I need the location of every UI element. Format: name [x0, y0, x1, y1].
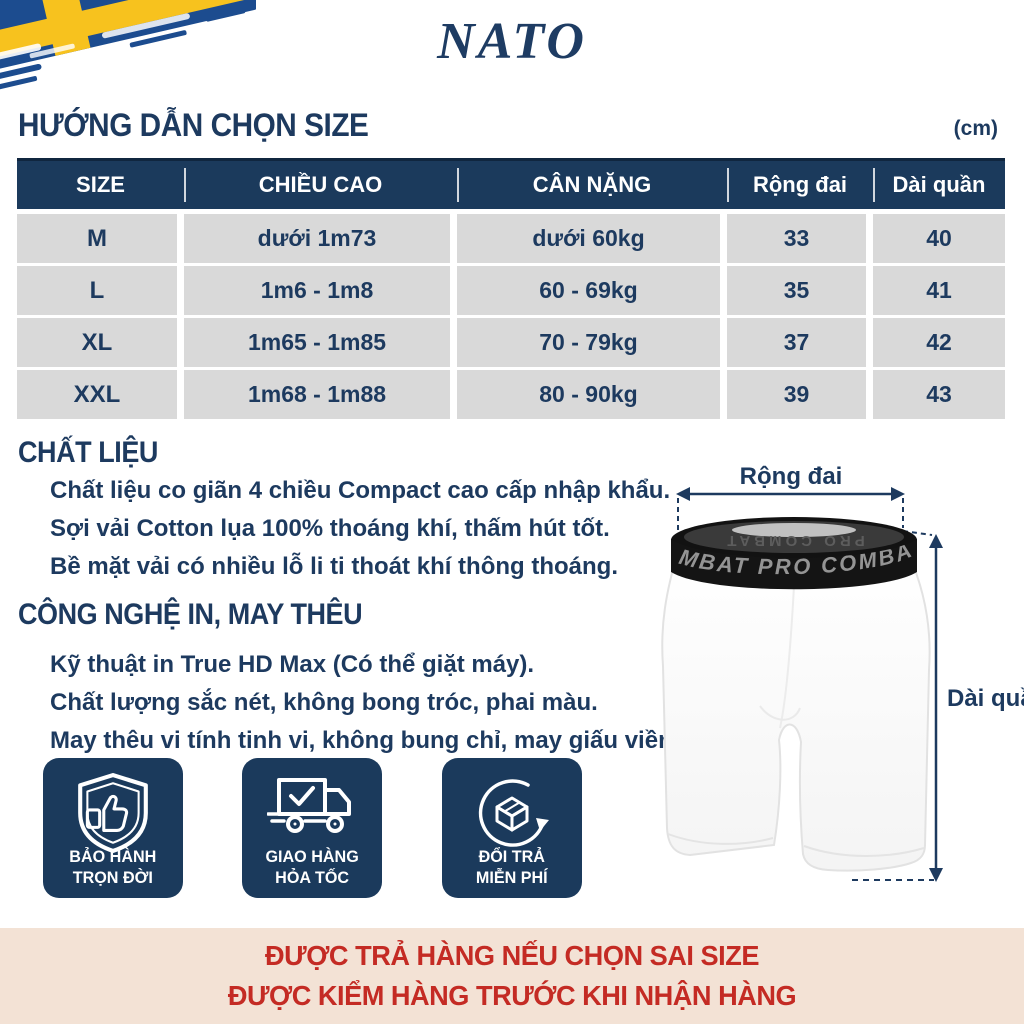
- column-header-length: Dài quần: [873, 158, 1005, 214]
- badge-label: ĐỔI TRẢ MIỄN PHÍ: [476, 846, 548, 888]
- waistband: PRO COMBAT MBAT PRO COMBA: [671, 517, 917, 590]
- waist-width-label: Rộng đai: [740, 463, 843, 490]
- size-table: SIZE CHIỀU CAO CÂN NẶNG Rộng đai Dài quầ…: [17, 158, 1005, 419]
- material-section-title: CHẤT LIỆU: [18, 436, 158, 469]
- badge-label-line: BẢO HÀNH: [69, 847, 157, 866]
- badge-label-line: GIAO HÀNG: [265, 847, 359, 866]
- technology-line: Chất lượng sắc nét, không bong tróc, pha…: [50, 689, 598, 716]
- material-line: Chất liệu co giãn 4 chiều Compact cao cấ…: [50, 477, 671, 504]
- table-header-row: SIZE CHIỀU CAO CÂN NẶNG Rộng đai Dài quầ…: [17, 158, 1005, 214]
- badge-label-line: TRỌN ĐỜI: [72, 868, 154, 887]
- badge-label-line: MIỄN PHÍ: [476, 868, 548, 887]
- table-cell: 80 - 90kg: [457, 370, 727, 419]
- technology-section-text: Kỹ thuật in True HD Max (Có thể giặt máy…: [50, 646, 679, 760]
- badge-delivery: GIAO HÀNG HỎA TỐC: [242, 758, 382, 898]
- table-cell: 41: [873, 266, 1005, 318]
- footer-line: ĐƯỢC TRẢ HÀNG NẾU CHỌN SAI SIZE: [265, 940, 759, 971]
- table-cell: 39: [727, 370, 873, 419]
- badge-label: GIAO HÀNG HỎA TỐC: [265, 846, 358, 888]
- product-diagram: Rộng đai PRO COMBAT MBAT PRO COMBA: [661, 463, 1024, 882]
- column-header-waist: Rộng đai: [727, 158, 873, 214]
- table-cell: 1m65 - 1m85: [184, 318, 457, 370]
- shield-warranty-icon: [43, 772, 183, 854]
- table-cell: 33: [727, 214, 873, 266]
- sweden-flag-icon: [0, 0, 256, 90]
- table-cell: M: [17, 214, 184, 266]
- table-cell: 60 - 69kg: [457, 266, 727, 318]
- badge-label: BẢO HÀNH TRỌN ĐỜI: [69, 846, 156, 888]
- table-cell: 1m68 - 1m88: [184, 370, 457, 419]
- shorts-body: [661, 550, 931, 872]
- badge-label-line: ĐỔI TRẢ: [478, 847, 546, 866]
- material-section-text: Chất liệu co giãn 4 chiều Compact cao cấ…: [50, 472, 670, 586]
- footer-banner: ĐƯỢC TRẢ HÀNG NẾU CHỌN SAI SIZE ĐƯỢC KIỂ…: [0, 928, 1024, 1024]
- table-cell: 1m6 - 1m8: [184, 266, 457, 318]
- table-row: L 1m6 - 1m8 60 - 69kg 35 41: [17, 266, 1005, 318]
- table-cell: dưới 60kg: [457, 214, 727, 266]
- unit-label: (cm): [953, 117, 998, 140]
- table-cell: L: [17, 266, 184, 318]
- page-title: HƯỚNG DẪN CHỌN SIZE: [18, 107, 369, 143]
- column-header-height: CHIỀU CAO: [184, 158, 457, 214]
- material-line: Sợi vải Cotton lụa 100% thoáng khí, thấm…: [50, 515, 610, 542]
- badge-label-line: HỎA TỐC: [275, 868, 349, 887]
- footer-line: ĐƯỢC KIỂM HÀNG TRƯỚC KHI NHẬN HÀNG: [227, 980, 797, 1011]
- technology-section-title: CÔNG NGHỆ IN, MAY THÊU: [18, 598, 363, 631]
- column-header-size: SIZE: [17, 158, 184, 214]
- table-row: M dưới 1m73 dưới 60kg 33 40: [17, 214, 1005, 266]
- column-header-weight: CÂN NẶNG: [457, 158, 727, 214]
- return-box-icon: [442, 772, 582, 852]
- technology-line: May thêu vi tính tinh vi, không bung chỉ…: [50, 727, 680, 754]
- table-cell: 43: [873, 370, 1005, 419]
- material-line: Bề mặt vải có nhiều lỗ li ti thoát khí t…: [50, 553, 619, 580]
- length-label: Dài quần: [947, 685, 1024, 712]
- waistband-inner-text: PRO COMBAT: [723, 532, 864, 549]
- brand-logo: NATO: [437, 13, 587, 70]
- badge-warranty: BẢO HÀNH TRỌN ĐỜI: [43, 758, 183, 898]
- table-cell: 42: [873, 318, 1005, 370]
- technology-line: Kỹ thuật in True HD Max (Có thể giặt máy…: [50, 651, 535, 678]
- table-cell: XL: [17, 318, 184, 370]
- delivery-truck-icon: [242, 772, 382, 842]
- table-cell: 40: [873, 214, 1005, 266]
- table-cell: 70 - 79kg: [457, 318, 727, 370]
- table-cell: 37: [727, 318, 873, 370]
- table-cell: 35: [727, 266, 873, 318]
- table-row: XL 1m65 - 1m85 70 - 79kg 37 42: [17, 318, 1005, 370]
- badge-return: ĐỔI TRẢ MIỄN PHÍ: [442, 758, 582, 898]
- table-row: XXL 1m68 - 1m88 80 - 90kg 39 43: [17, 370, 1005, 419]
- table-cell: XXL: [17, 370, 184, 419]
- table-cell: dưới 1m73: [184, 214, 457, 266]
